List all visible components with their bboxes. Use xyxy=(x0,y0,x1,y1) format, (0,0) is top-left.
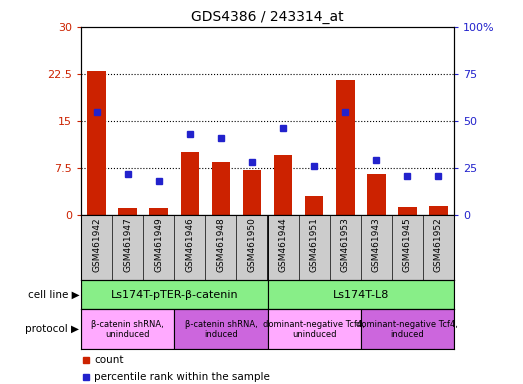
Text: GSM461951: GSM461951 xyxy=(310,217,319,272)
Title: GDS4386 / 243314_at: GDS4386 / 243314_at xyxy=(191,10,344,25)
Bar xyxy=(267,309,361,349)
Bar xyxy=(243,170,262,215)
Bar xyxy=(305,196,323,215)
Text: GSM461944: GSM461944 xyxy=(279,217,288,271)
Text: percentile rank within the sample: percentile rank within the sample xyxy=(94,372,270,382)
Bar xyxy=(367,174,385,215)
Text: Ls174T-pTER-β-catenin: Ls174T-pTER-β-catenin xyxy=(110,290,238,300)
Text: GSM461942: GSM461942 xyxy=(92,217,101,271)
Text: GSM461943: GSM461943 xyxy=(372,217,381,272)
Text: dominant-negative Tcf4,
uninduced: dominant-negative Tcf4, uninduced xyxy=(263,319,365,339)
Text: protocol ▶: protocol ▶ xyxy=(26,324,79,334)
Text: dominant-negative Tcf4,
induced: dominant-negative Tcf4, induced xyxy=(356,319,458,339)
Text: cell line ▶: cell line ▶ xyxy=(28,290,79,300)
Bar xyxy=(212,162,230,215)
Text: GSM461949: GSM461949 xyxy=(154,217,163,272)
Bar xyxy=(429,206,448,215)
Bar xyxy=(361,309,454,349)
Text: GSM461947: GSM461947 xyxy=(123,217,132,272)
Text: GSM461953: GSM461953 xyxy=(340,217,350,272)
Bar xyxy=(81,280,267,309)
Bar xyxy=(274,156,292,215)
Bar xyxy=(267,280,454,309)
Text: GSM461948: GSM461948 xyxy=(217,217,225,272)
Text: β-catenin shRNA,
induced: β-catenin shRNA, induced xyxy=(185,319,257,339)
Text: GSM461952: GSM461952 xyxy=(434,217,443,272)
Bar xyxy=(118,207,137,215)
Bar xyxy=(174,309,267,349)
Text: GSM461946: GSM461946 xyxy=(185,217,195,272)
Bar xyxy=(180,152,199,215)
Text: GSM461950: GSM461950 xyxy=(247,217,256,272)
Bar xyxy=(81,309,174,349)
Text: GSM461945: GSM461945 xyxy=(403,217,412,272)
Bar xyxy=(398,207,417,215)
Text: Ls174T-L8: Ls174T-L8 xyxy=(333,290,389,300)
Text: β-catenin shRNA,
uninduced: β-catenin shRNA, uninduced xyxy=(92,319,164,339)
Bar xyxy=(150,208,168,215)
Bar xyxy=(87,71,106,215)
Bar xyxy=(336,80,355,215)
Text: count: count xyxy=(94,355,123,365)
